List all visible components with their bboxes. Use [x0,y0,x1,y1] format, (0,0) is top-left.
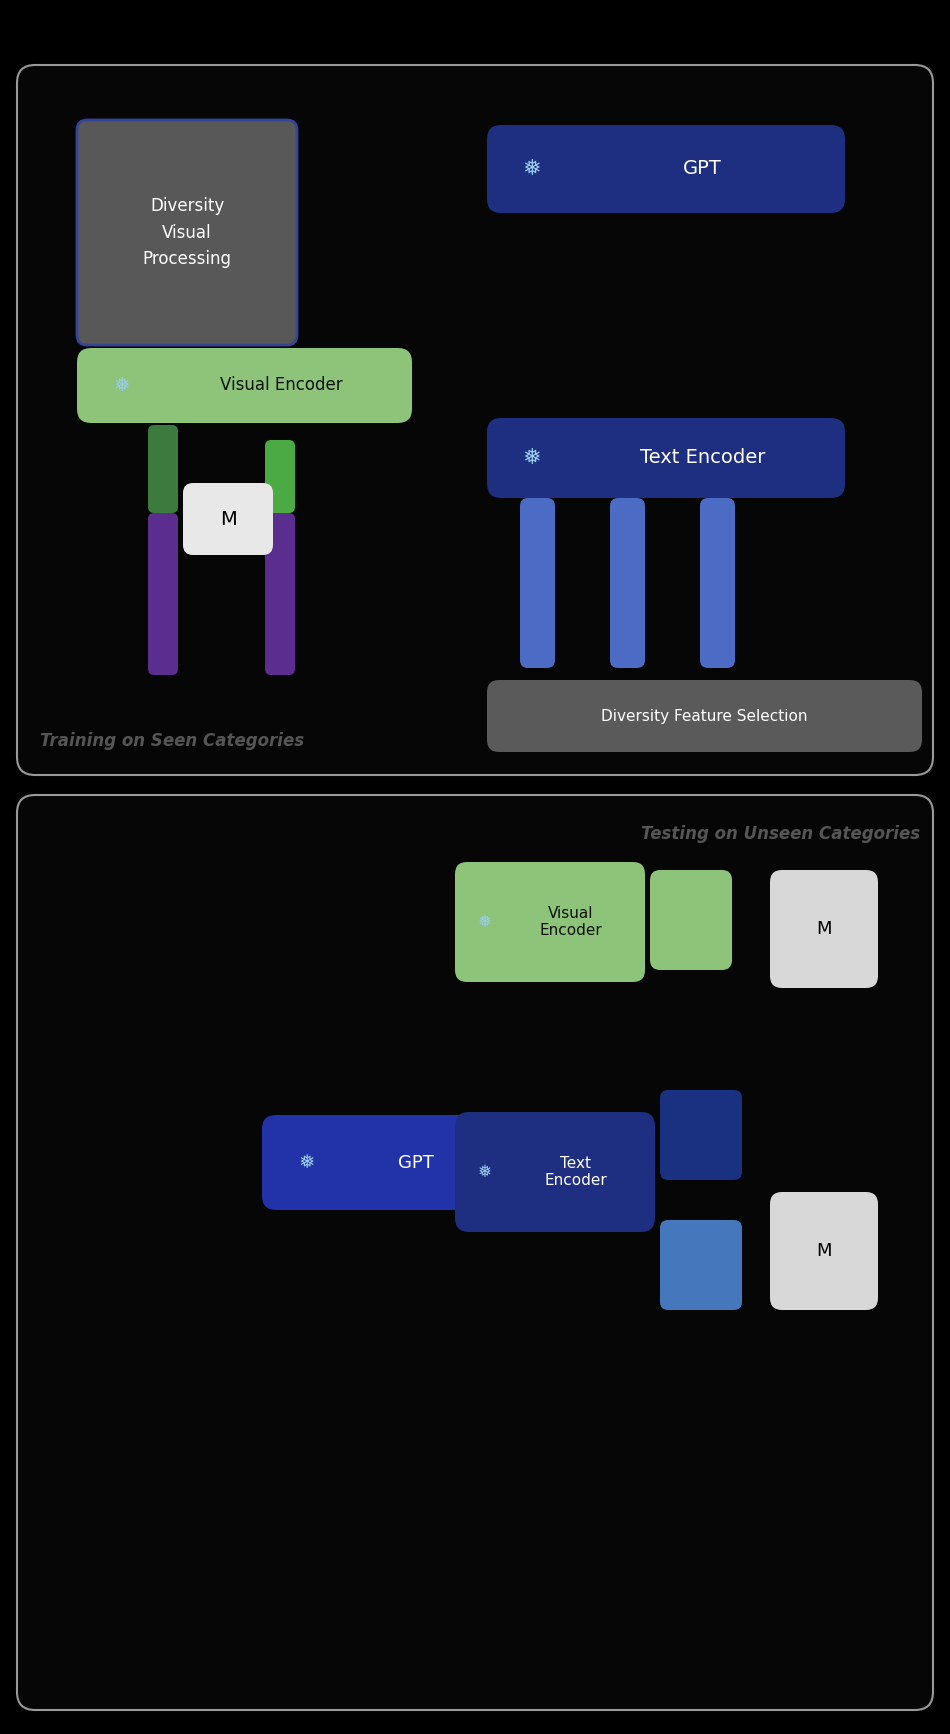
Text: ❅: ❅ [478,914,492,931]
Text: Text Encoder: Text Encoder [639,449,765,468]
Text: ❅: ❅ [522,447,541,468]
Text: ❅: ❅ [478,1164,492,1181]
FancyBboxPatch shape [17,794,933,1710]
Text: Diversity Feature Selection: Diversity Feature Selection [601,709,808,723]
Text: GPT: GPT [398,1153,434,1172]
Text: Text
Encoder: Text Encoder [544,1157,607,1188]
FancyBboxPatch shape [77,120,297,345]
FancyBboxPatch shape [520,498,555,668]
FancyBboxPatch shape [262,1115,497,1210]
FancyBboxPatch shape [650,870,732,969]
Text: GPT: GPT [683,160,722,179]
FancyBboxPatch shape [265,440,295,513]
FancyBboxPatch shape [77,349,412,423]
FancyBboxPatch shape [487,125,845,213]
Text: Visual
Encoder: Visual Encoder [540,905,602,938]
Text: ❅: ❅ [299,1153,315,1172]
Text: Testing on Unseen Categories: Testing on Unseen Categories [641,825,920,843]
FancyBboxPatch shape [660,1221,742,1309]
Text: M: M [816,1242,832,1261]
FancyBboxPatch shape [700,498,735,668]
FancyBboxPatch shape [610,498,645,668]
Text: Training on Seen Categories: Training on Seen Categories [40,732,304,751]
Text: M: M [219,510,237,529]
FancyBboxPatch shape [265,513,295,675]
Text: Visual Encoder: Visual Encoder [219,376,342,395]
FancyBboxPatch shape [17,64,933,775]
FancyBboxPatch shape [455,1111,655,1231]
FancyBboxPatch shape [183,484,273,555]
Text: M: M [816,921,832,938]
FancyBboxPatch shape [148,425,178,513]
FancyBboxPatch shape [455,862,645,981]
FancyBboxPatch shape [770,870,878,988]
FancyBboxPatch shape [487,680,922,753]
Text: ❅: ❅ [522,160,541,179]
FancyBboxPatch shape [487,418,845,498]
FancyBboxPatch shape [660,1091,742,1181]
Text: Diversity
Visual
Processing: Diversity Visual Processing [142,198,232,267]
FancyBboxPatch shape [770,1191,878,1309]
FancyBboxPatch shape [148,513,178,675]
Text: ❅: ❅ [114,376,130,395]
